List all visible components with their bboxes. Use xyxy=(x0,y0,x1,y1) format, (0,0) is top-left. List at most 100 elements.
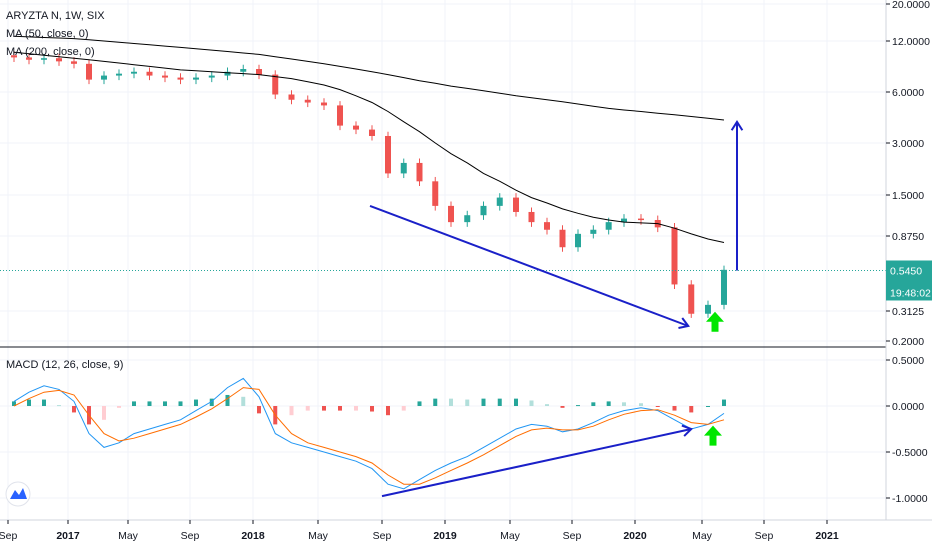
histogram-bar xyxy=(433,398,438,406)
last-price-tag: 0.5450 19:48:02 xyxy=(886,260,932,301)
histogram-bar xyxy=(194,399,198,406)
candle xyxy=(146,67,153,81)
time-tick-label: 2021 xyxy=(815,530,839,542)
candle xyxy=(177,73,184,85)
macd-histogram xyxy=(12,394,726,425)
annotation-signal-arrow xyxy=(706,311,724,332)
annotation-trend-line-arrow xyxy=(369,204,690,330)
time-tick-label: May xyxy=(118,530,139,542)
candle xyxy=(131,67,137,79)
histogram-bar xyxy=(117,406,121,408)
histogram-bar xyxy=(225,394,230,406)
price-tick-label: 3.0000 xyxy=(892,138,924,150)
candle xyxy=(400,158,407,179)
histogram-bar xyxy=(576,405,580,407)
histogram-bar xyxy=(163,401,167,406)
macd-annotations xyxy=(381,424,722,498)
price-tick-label: 1.5000 xyxy=(892,190,924,202)
histogram-bar xyxy=(622,402,626,406)
candle xyxy=(162,71,168,83)
candle xyxy=(528,207,535,227)
histogram-bar xyxy=(514,398,518,406)
histogram-bar xyxy=(27,399,31,406)
histogram-bar xyxy=(57,405,61,407)
histogram-bar xyxy=(12,401,16,406)
time-tick-label: May xyxy=(308,530,329,542)
price-tick-label: 12.0000 xyxy=(892,36,930,48)
candle xyxy=(432,176,439,211)
candle xyxy=(721,265,727,310)
grid-lines xyxy=(0,0,886,520)
time-tick-label: Sep xyxy=(181,530,200,542)
candle xyxy=(321,98,327,110)
candle xyxy=(513,193,519,217)
histogram-bar xyxy=(417,401,422,406)
candle xyxy=(272,70,279,100)
histogram-bar xyxy=(102,406,106,420)
candle xyxy=(353,121,359,135)
histogram-bar xyxy=(689,406,694,413)
candle xyxy=(71,57,77,69)
macd-tick-label: -1.0000 xyxy=(892,493,928,505)
ma50-legend[interactable]: MA (50, close, 0) xyxy=(6,28,89,40)
green-up-arrow-icon xyxy=(704,425,722,446)
histogram-bar xyxy=(706,406,710,407)
histogram-bar xyxy=(606,401,611,406)
macd-tick-label: 0.5000 xyxy=(892,355,924,367)
histogram-bar xyxy=(529,400,534,406)
price-tick-label: 0.8750 xyxy=(892,231,924,243)
price-annotations xyxy=(369,119,744,332)
tradingview-logo-icon[interactable] xyxy=(5,481,31,507)
candle xyxy=(56,53,62,66)
symbol-title[interactable]: ARYZTA N, 1W, SIX xyxy=(6,10,105,22)
price-pane[interactable] xyxy=(0,35,886,332)
time-tick-label: 2019 xyxy=(433,530,457,542)
candle xyxy=(369,125,375,141)
candle xyxy=(416,158,423,186)
macd-axis[interactable]: 0.5000 0.0000 -0.5000 -1.0000 xyxy=(886,355,928,505)
histogram-bar xyxy=(257,406,261,414)
candle xyxy=(544,217,550,235)
histogram-bar xyxy=(545,404,549,406)
price-tick-label: 20.0000 xyxy=(892,0,930,11)
candle xyxy=(193,73,199,85)
candle xyxy=(256,64,262,80)
histogram-bar xyxy=(401,406,406,411)
bar-countdown: 19:48:02 xyxy=(890,287,931,299)
histogram-bar xyxy=(481,398,486,406)
macd-legend[interactable]: MACD (12, 26, close, 9) xyxy=(6,359,123,371)
histogram-bar xyxy=(370,406,374,412)
candle xyxy=(688,280,695,318)
candle xyxy=(559,225,566,252)
histogram-bar xyxy=(672,406,677,411)
candle xyxy=(26,53,32,65)
histogram-bar xyxy=(449,398,453,406)
candle xyxy=(337,101,343,131)
histogram-bar xyxy=(386,406,390,416)
candle xyxy=(208,71,215,83)
candle xyxy=(116,69,122,81)
macd-pane[interactable] xyxy=(12,377,726,498)
histogram-bar xyxy=(72,406,76,413)
time-tick-label: Sep xyxy=(563,530,582,542)
histogram-bar xyxy=(497,398,502,406)
histogram-bar xyxy=(178,401,183,406)
candle xyxy=(464,210,471,227)
histogram-bar xyxy=(305,406,310,411)
candle xyxy=(240,64,247,77)
time-tick-label: 2017 xyxy=(56,530,80,542)
candle xyxy=(671,222,678,289)
ma200-legend[interactable]: MA (200, close, 0) xyxy=(6,46,95,58)
time-axis[interactable]: Sep 2017 May Sep 2018 May Sep 2019 May Sep 2020 May… xyxy=(0,520,839,542)
green-up-arrow-icon xyxy=(706,311,724,332)
price-axis[interactable]: 20.0000 12.0000 6.0000 3.0000 1.5000 0.8750 0.… xyxy=(886,0,930,348)
price-tick-label: 0.3125 xyxy=(892,306,924,318)
candlestick-series xyxy=(11,50,727,318)
macd-tick-label: -0.5000 xyxy=(892,447,928,459)
histogram-bar xyxy=(209,398,214,406)
histogram-bar xyxy=(560,406,565,408)
annotation-trend-line-arrow xyxy=(381,424,694,498)
macd-line xyxy=(13,377,725,490)
